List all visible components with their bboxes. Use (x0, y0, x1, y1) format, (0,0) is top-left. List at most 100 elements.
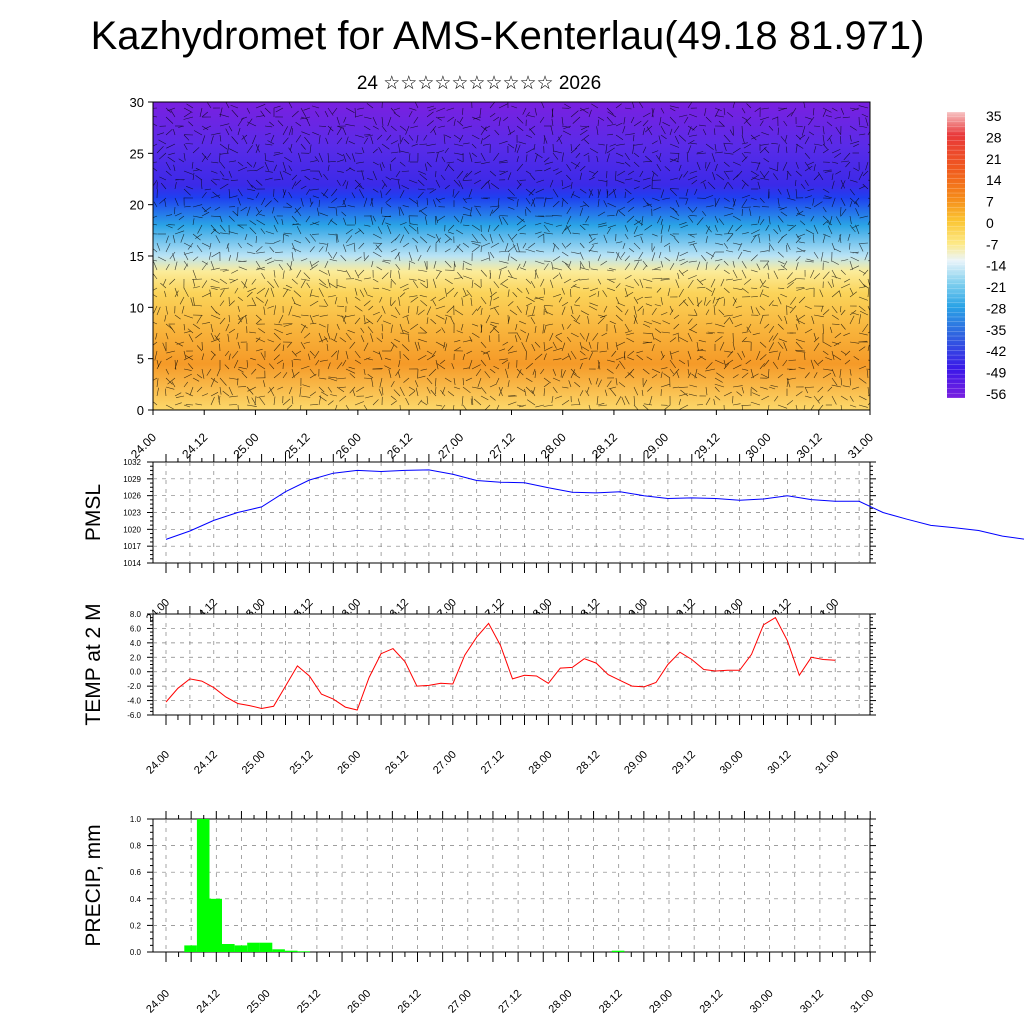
wind-barb (696, 152, 707, 155)
wind-barb (778, 338, 788, 343)
wind-barb (246, 161, 253, 167)
wind-barb (656, 155, 662, 163)
y-tick-label: 1032 (123, 458, 141, 467)
wind-barb (833, 341, 842, 347)
wind-barb (381, 125, 387, 132)
wind-barb (852, 251, 860, 254)
wind-barb (606, 116, 614, 124)
wind-barb (196, 314, 203, 324)
wind-barb (716, 372, 725, 379)
wind-barb (409, 223, 419, 226)
wind-barb (570, 288, 572, 298)
wind-barb (710, 251, 716, 260)
wind-barb (512, 243, 518, 253)
wind-barb (763, 147, 770, 154)
wind-barb (462, 224, 470, 226)
wind-barb (296, 269, 302, 278)
wind-barb (324, 110, 329, 118)
wind-barb (195, 167, 203, 172)
wind-barb (761, 132, 770, 136)
wind-barb (867, 232, 870, 235)
wind-barb (153, 261, 158, 271)
wind-barb (286, 332, 293, 335)
wind-barb (210, 396, 215, 406)
wind-barb (219, 300, 225, 307)
wind-barb (370, 198, 374, 208)
wind-barb (330, 219, 338, 226)
wind-barb (183, 355, 193, 361)
wind-barb (743, 278, 752, 285)
wind-barb (804, 372, 810, 379)
wind-barb (635, 219, 644, 226)
wind-barb (669, 105, 680, 109)
wind-barb (393, 389, 401, 397)
wind-barb (309, 264, 318, 271)
wind-barb (192, 377, 200, 382)
wind-barb (761, 107, 770, 110)
wind-barb (377, 226, 383, 235)
wind-barb (633, 305, 637, 316)
wind-barb (795, 319, 806, 325)
wind-barb (669, 158, 680, 163)
wind-barb (741, 134, 745, 144)
wind-barb (372, 287, 380, 290)
wind-barb (371, 377, 374, 388)
wind-barb (327, 269, 331, 277)
wind-barb (385, 357, 392, 361)
wind-barb (600, 260, 608, 266)
wind-barb (255, 192, 260, 199)
wind-barb (777, 341, 784, 349)
wind-barb (743, 249, 752, 253)
wind-barb (498, 170, 506, 172)
wind-barb (219, 152, 230, 155)
wind-barb (858, 365, 867, 370)
wind-barb (750, 296, 758, 298)
wind-barb (780, 264, 788, 271)
wind-barb (516, 116, 524, 124)
wind-barb (687, 233, 695, 238)
wind-barb (163, 278, 167, 286)
wind-barb (507, 253, 510, 262)
wind-barb (822, 323, 824, 334)
wind-barb (165, 404, 174, 410)
wind-barb (839, 368, 842, 378)
wind-barb (637, 305, 644, 312)
wind-barb (660, 134, 667, 140)
wind-barb (533, 143, 536, 151)
wind-barb (336, 152, 344, 157)
wind-barb (642, 341, 653, 344)
wind-barb (849, 197, 858, 205)
wind-barb (403, 377, 410, 383)
wind-barb (771, 304, 779, 307)
wind-barb (414, 102, 419, 109)
wind-barb (579, 224, 586, 231)
wind-barb (496, 404, 500, 410)
x-tick-label: 30.12 (794, 430, 825, 461)
wind-barb (485, 314, 491, 324)
wind-barb (247, 121, 257, 127)
wind-barb (673, 323, 680, 330)
wind-barb (544, 222, 554, 226)
wind-barb (474, 170, 482, 175)
wind-barb (249, 227, 257, 235)
wind-barb (768, 125, 774, 131)
wind-barb (354, 114, 363, 118)
wind-barb (505, 368, 509, 379)
wind-barb (446, 305, 455, 314)
wind-barb (714, 242, 724, 246)
wind-barb (772, 361, 779, 370)
wind-barb (755, 307, 761, 316)
wind-barb (399, 150, 410, 154)
wind-barb (457, 272, 464, 280)
wind-barb (471, 332, 480, 338)
wind-barb (596, 395, 599, 405)
wind-barb (300, 314, 309, 317)
wind-barb (429, 188, 437, 194)
wind-barb (390, 400, 398, 406)
wind-barb (534, 222, 542, 226)
wind-barb (580, 267, 590, 271)
wind-barb (543, 287, 545, 295)
wind-barb (741, 156, 748, 163)
wind-barb (844, 350, 851, 356)
wind-barb (269, 387, 275, 397)
